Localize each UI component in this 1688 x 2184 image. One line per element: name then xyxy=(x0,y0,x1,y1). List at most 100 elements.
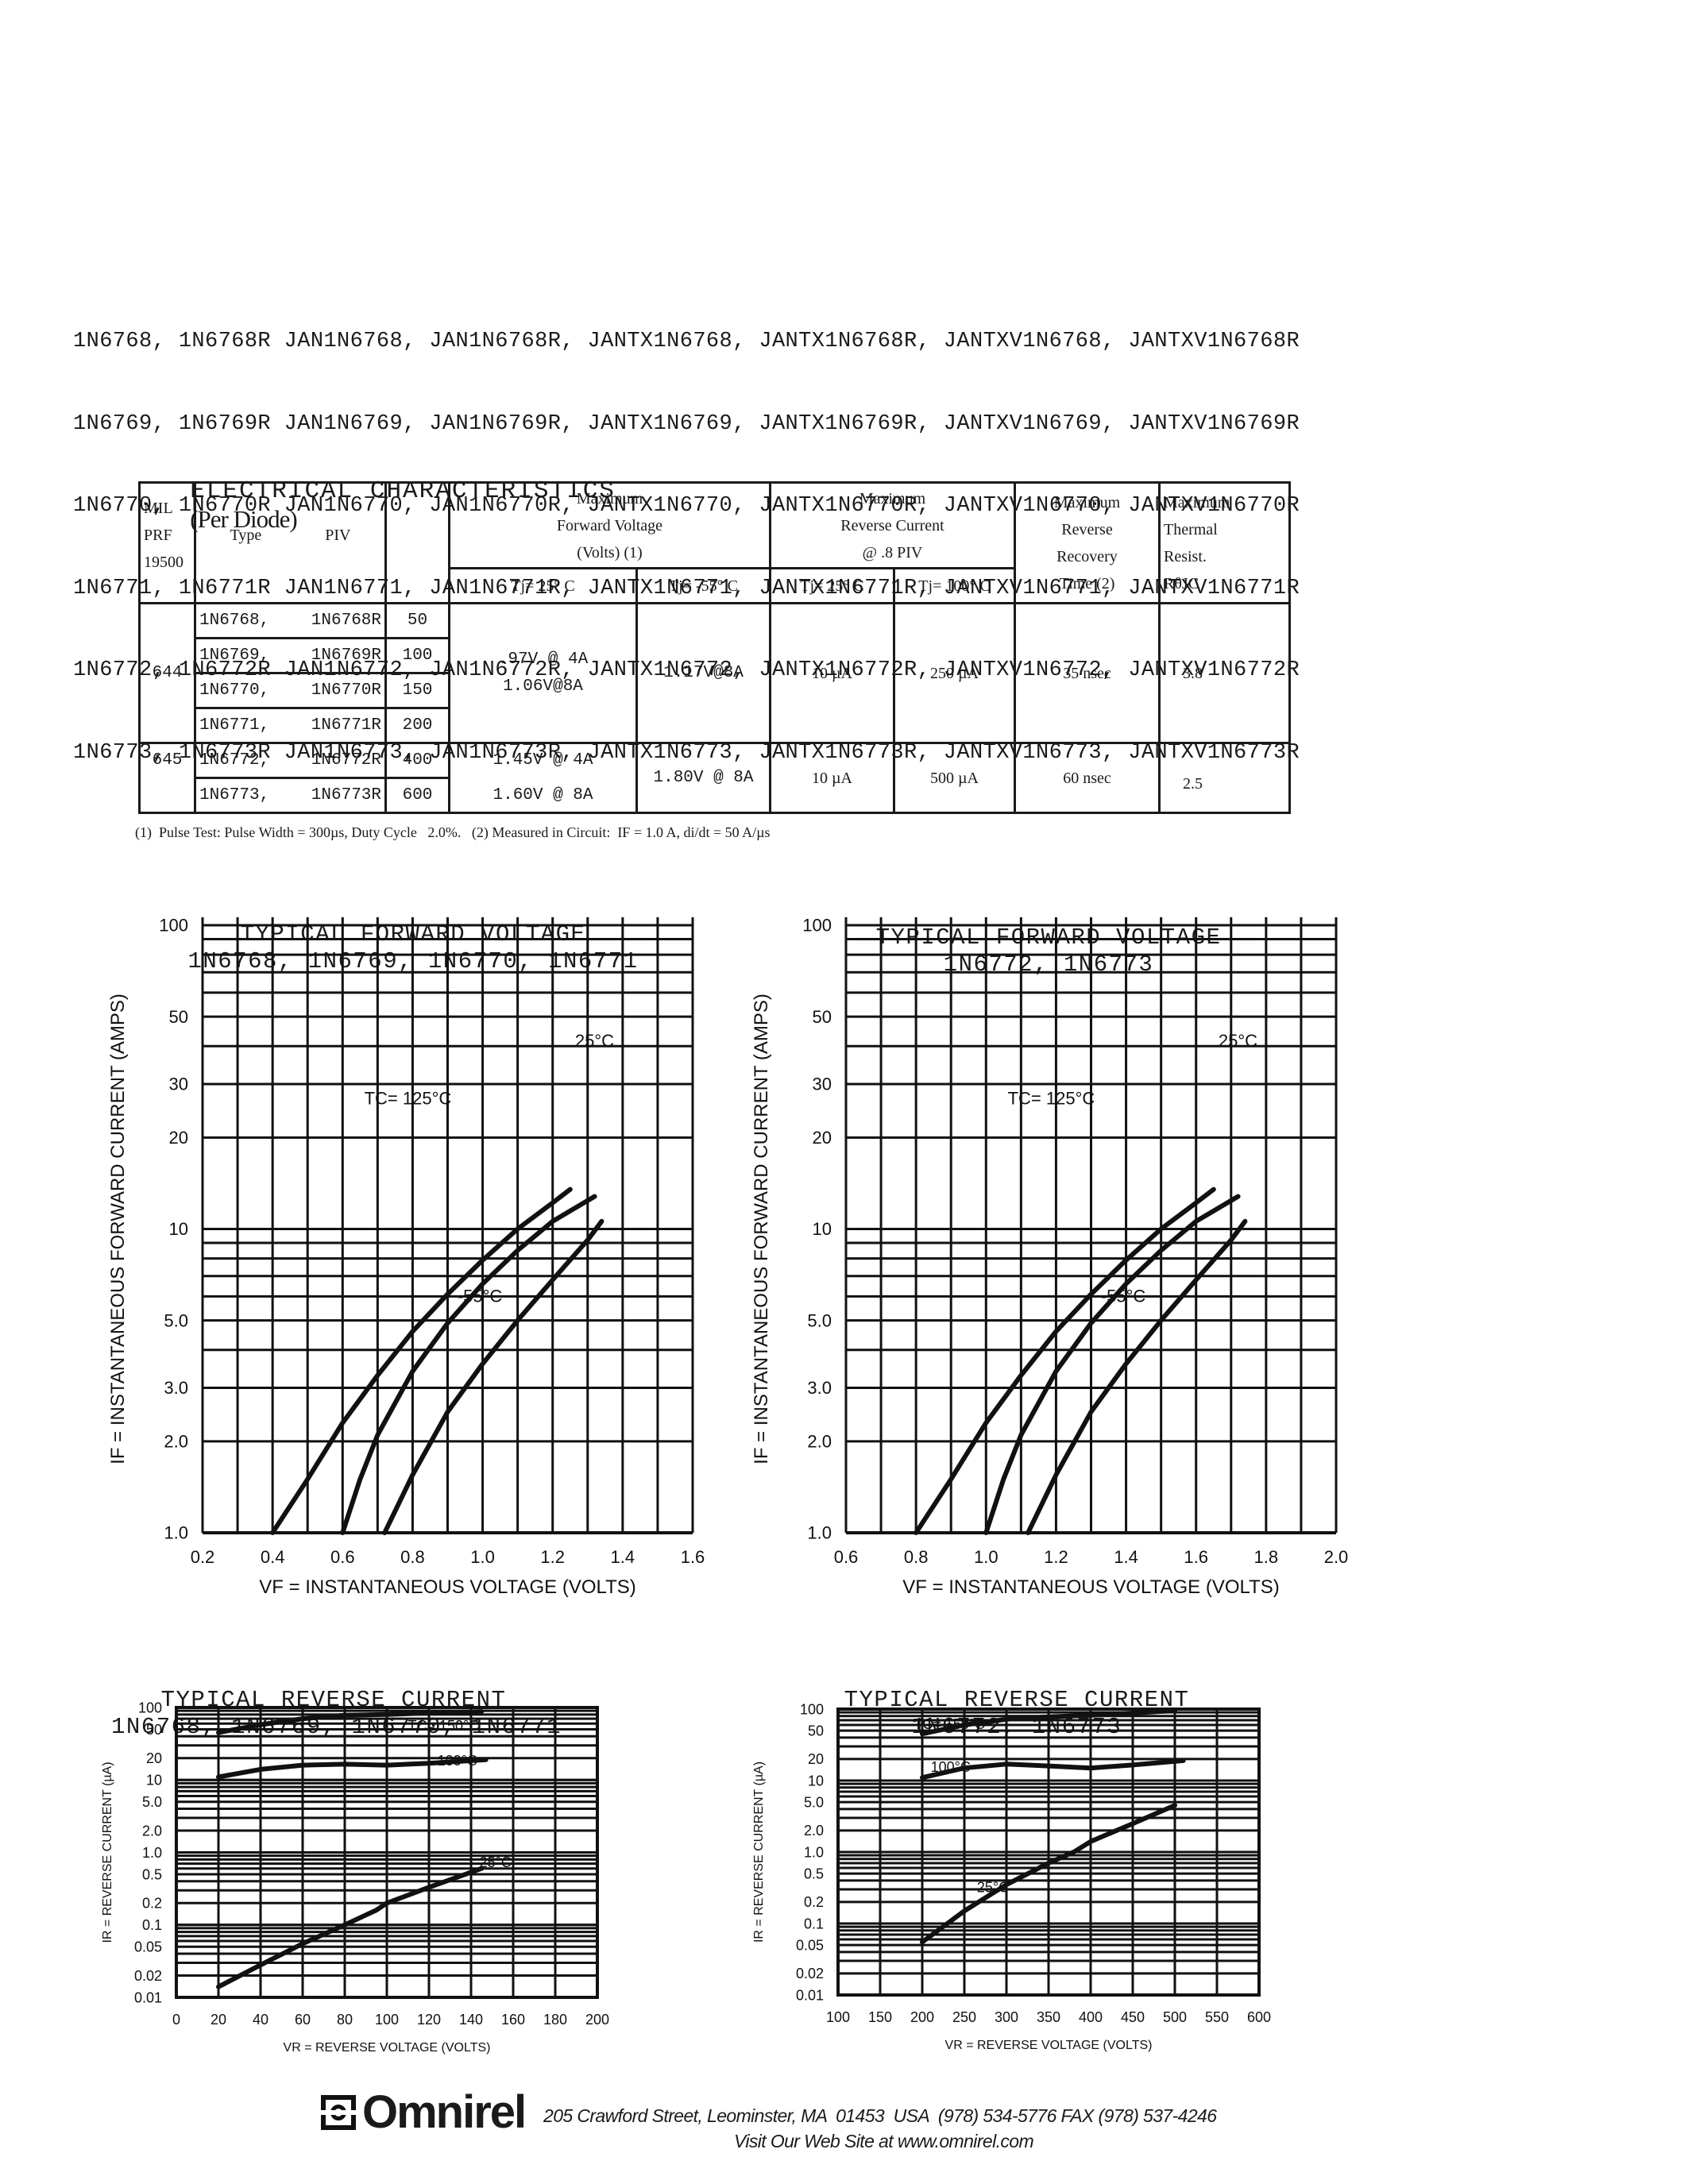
grid xyxy=(201,917,694,1534)
reverse-current-chart-1n6772-1n6773: 0.01 0.02 0.05 0.1 0.2 0.5 1.0 2.0 5.0 10 20 50 100 1… xyxy=(752,1701,1271,2052)
x-tick-label: 550 xyxy=(1205,2009,1229,2025)
x-tick-label: 1.4 xyxy=(1114,1547,1138,1567)
y-tick-label: 100 xyxy=(138,1700,162,1715)
website-link[interactable]: Visit Our Web Site at www.omnirel.com xyxy=(734,2131,1034,2151)
header-type-piv: Type PIV xyxy=(194,481,386,604)
x-axis-label: VR = REVERSE VOLTAGE (VOLTS) xyxy=(284,2041,491,2055)
y-tick-label: 2.0 xyxy=(807,1432,832,1452)
mil-prf-644: 644 xyxy=(138,602,196,744)
y-tick-label: 2.0 xyxy=(804,1823,824,1839)
y-tick-label: 10 xyxy=(808,1773,824,1788)
y-tick-label: 1.0 xyxy=(142,1845,162,1861)
curve-annotation: 25°C xyxy=(977,1879,1009,1895)
company-name: Omnirel xyxy=(362,2086,527,2138)
rth-cell: 3.8 xyxy=(1158,602,1291,744)
x-tick-label: 20 xyxy=(211,2012,226,2028)
x-tick-label: 0.6 xyxy=(834,1547,859,1567)
electrical-characteristics-table: MIL PRF 19500 Type PIV Maximum Forward Volta… xyxy=(138,481,1291,814)
y-tick-label: 5.0 xyxy=(142,1794,162,1810)
curve-annotation: 25°C xyxy=(575,1031,614,1051)
y-tick-label: 0.5 xyxy=(142,1866,162,1882)
y-tick-label: 5.0 xyxy=(804,1794,824,1810)
x-tick-label: 1.4 xyxy=(611,1547,635,1567)
table-row: 644 1N6768, 1N6768R 50 .97V @ 4A 1.06V@8A … xyxy=(138,602,1291,744)
y-tick-label: 50 xyxy=(808,1723,824,1738)
x-axis-label: VF = INSTANTANEOUS VOLTAGE (VOLTS) xyxy=(259,1576,636,1598)
type-cell: 1N6768, 1N6768R xyxy=(194,602,387,639)
curve-tc-150-c xyxy=(216,1709,485,1735)
x-tick-label: 500 xyxy=(1163,2009,1187,2025)
curve-25-c xyxy=(920,1803,1177,1945)
y-tick-label: 0.05 xyxy=(134,1939,162,1955)
y-tick-label: 5.0 xyxy=(807,1310,832,1330)
y-tick-label: 0.1 xyxy=(142,1917,162,1933)
ir-100c-cell: 250 µA xyxy=(893,602,1016,744)
header-reverse-recovery: Maximum Reverse Recovery Time (2) xyxy=(1014,481,1161,604)
y-tick-label: 20 xyxy=(813,1128,832,1148)
vf-25c-cell: 1.45V @ 4A 1.60V @ 8A xyxy=(448,742,638,814)
y-tick-label: 1.0 xyxy=(804,1844,824,1860)
trr-cell: 35 nsec xyxy=(1014,602,1161,744)
header-vf-minus55c: Tj= -55° C xyxy=(635,567,771,604)
y-tick-label: 20 xyxy=(169,1128,188,1148)
x-tick-label: 1.0 xyxy=(470,1547,495,1567)
header-ir-100c: Tj= 100° C xyxy=(893,567,1016,604)
table-row: 1N6771, 1N6771R 200 xyxy=(140,707,1290,744)
y-tick-label: 20 xyxy=(146,1750,162,1766)
vf-25c-cell: .97V @ 4A 1.06V@8A xyxy=(448,602,638,744)
x-tick-label: 200 xyxy=(910,2009,934,2025)
y-tick-label: 50 xyxy=(146,1722,162,1738)
y-tick-label: 0.01 xyxy=(134,1989,162,2005)
x-tick-label: 1.0 xyxy=(974,1547,999,1567)
y-tick-label: 0.01 xyxy=(796,1987,824,2003)
table-row: 1N6770, 1N6770R 150 xyxy=(140,672,1290,709)
y-tick-label: 0.5 xyxy=(804,1866,824,1881)
x-tick-label: 300 xyxy=(995,2009,1018,2025)
x-tick-label: 150 xyxy=(868,2009,892,2025)
y-tick-label: 30 xyxy=(813,1075,832,1094)
reverse-current-chart-1n6768-1n6771: 0.01 0.02 0.05 0.1 0.2 0.5 1.0 2.0 5.0 10 20 50 100 0… xyxy=(101,1700,609,2055)
x-tick-label: 100 xyxy=(826,2009,850,2025)
x-tick-label: 600 xyxy=(1247,2009,1271,2025)
table-footnote: (1) Pulse Test: Pulse Width = 300µs, Dut… xyxy=(135,824,771,840)
x-axis-label: VF = INSTANTANEOUS VOLTAGE (VOLTS) xyxy=(902,1576,1280,1598)
y-tick-label: 0.2 xyxy=(804,1894,824,1910)
type-cell: 1N6771, 1N6771R xyxy=(194,707,387,744)
curve-annotation: -55°C xyxy=(458,1286,503,1306)
header-forward-voltage: Maximum Forward Voltage (Volts) (1) xyxy=(448,481,771,569)
header-vf-25c: Tj= 25° C xyxy=(448,567,638,604)
y-tick-label: 30 xyxy=(169,1075,188,1094)
x-tick-label: 400 xyxy=(1079,2009,1103,2025)
forward-voltage-chart-1n6768-1n6771: 1.0 2.0 3.0 5.0 10 20 30 50 100 0.2 0.4 0.6 0.8 1.0 1.… xyxy=(107,916,705,1598)
header-ir-25c: Tj= 25° C xyxy=(769,567,895,604)
y-axis-label: IR = REVERSE CURRENT (µA) xyxy=(101,1761,114,1943)
y-tick-label: 0.2 xyxy=(142,1896,162,1912)
curve-tc-125-c xyxy=(270,1187,573,1535)
curve-annotation: TC= 125°C xyxy=(1008,1089,1095,1109)
rth-cell: 2.5 xyxy=(1158,742,1291,814)
table-row: 1N6773, 1N6773R 600 xyxy=(140,777,1290,814)
x-tick-label: 0 xyxy=(172,2012,180,2028)
header-blank xyxy=(384,481,450,604)
x-tick-label: 250 xyxy=(952,2009,976,2025)
y-tick-label: 50 xyxy=(813,1007,832,1027)
type-cell: 1N6769, 1N6769R xyxy=(194,637,387,674)
x-tick-label: 2.0 xyxy=(1324,1547,1349,1567)
vf-minus55c-cell: 1.17V@8A xyxy=(635,602,771,744)
curve-100-c xyxy=(216,1757,489,1780)
y-tick-label: 1.0 xyxy=(807,1523,832,1543)
header-thermal-resistance: Maximum Thermal Resist. RθJC xyxy=(1158,481,1291,604)
piv-cell: 600 xyxy=(384,777,450,814)
y-axis-label: IF = INSTANTANEOUS FORWARD CURRENT (AMPS… xyxy=(107,994,129,1464)
x-tick-label: 1.8 xyxy=(1254,1547,1279,1567)
curve-25-c xyxy=(340,1194,597,1535)
x-tick-label: 1.6 xyxy=(1184,1547,1208,1567)
y-tick-label: 100 xyxy=(802,916,832,936)
omnirel-logo-icon xyxy=(321,2095,356,2130)
curve-annotation: TC= 150°C xyxy=(914,1716,985,1732)
ir-100c-cell: 500 µA xyxy=(893,742,1016,814)
x-tick-label: 180 xyxy=(543,2012,567,2028)
x-tick-label: 80 xyxy=(337,2012,353,2028)
ir-25c-cell: 10 µA xyxy=(769,602,895,744)
x-tick-label: 40 xyxy=(253,2012,268,2028)
